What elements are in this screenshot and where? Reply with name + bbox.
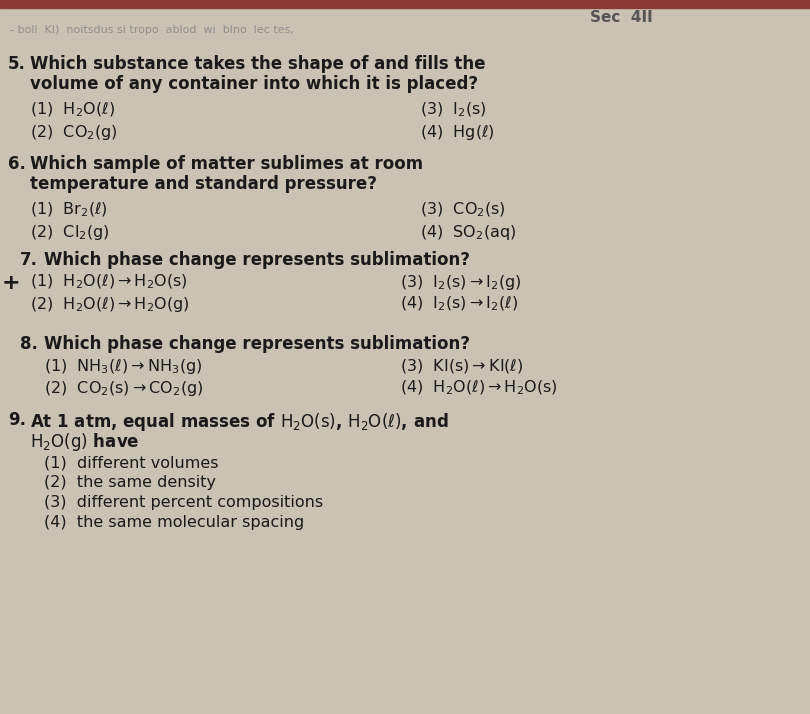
Text: 5.: 5. [8, 55, 26, 73]
Text: At 1 atm, equal masses of $\mathrm{H_2O(s)}$, $\mathrm{H_2O(\ell)}$, and: At 1 atm, equal masses of $\mathrm{H_2O(… [30, 411, 449, 433]
Text: (1)  $\mathrm{NH_3(\ell) \rightarrow NH_3(g)}$: (1) $\mathrm{NH_3(\ell) \rightarrow NH_3… [44, 357, 203, 376]
Text: temperature and standard pressure?: temperature and standard pressure? [30, 175, 377, 193]
Text: (4)  $\mathrm{I_2(s) \rightarrow I_2(\ell)}$: (4) $\mathrm{I_2(s) \rightarrow I_2(\ell… [400, 295, 518, 313]
Text: (2)  $\mathrm{H_2O(\ell) \rightarrow H_2O(g)}$: (2) $\mathrm{H_2O(\ell) \rightarrow H_2O… [30, 295, 190, 314]
Text: 9.: 9. [8, 411, 26, 429]
Text: (2)  $\mathrm{CO_2(s) \rightarrow CO_2(g)}$: (2) $\mathrm{CO_2(s) \rightarrow CO_2(g)… [44, 379, 203, 398]
Text: (4)  $\mathrm{SO_2(aq)}$: (4) $\mathrm{SO_2(aq)}$ [420, 223, 517, 242]
Text: (4)  $\mathrm{H_2O(\ell) \rightarrow H_2O(s)}$: (4) $\mathrm{H_2O(\ell) \rightarrow H_2O… [400, 379, 558, 398]
Text: (1)  $\mathrm{Br_2(\ell)}$: (1) $\mathrm{Br_2(\ell)}$ [30, 201, 108, 219]
Text: 8.: 8. [20, 335, 38, 353]
Text: +: + [2, 273, 20, 293]
Text: volume of any container into which it is placed?: volume of any container into which it is… [30, 75, 478, 93]
Text: (2)  $\mathrm{Cl_2(g)}$: (2) $\mathrm{Cl_2(g)}$ [30, 223, 109, 242]
Text: Sec  4II: Sec 4II [590, 10, 653, 25]
Text: (3)  different percent compositions: (3) different percent compositions [44, 495, 323, 510]
Text: (2)  $\mathrm{CO_2(g)}$: (2) $\mathrm{CO_2(g)}$ [30, 123, 117, 142]
Text: (3)  $\mathrm{I_2(s) \rightarrow I_2(g)}$: (3) $\mathrm{I_2(s) \rightarrow I_2(g)}$ [400, 273, 522, 292]
Text: (1)  $\mathrm{H_2O(\ell) \rightarrow H_2O(s)}$: (1) $\mathrm{H_2O(\ell) \rightarrow H_2O… [30, 273, 188, 291]
Text: (3)  $\mathrm{I_2(s)}$: (3) $\mathrm{I_2(s)}$ [420, 101, 487, 119]
Text: (1)  different volumes: (1) different volumes [44, 455, 219, 470]
Text: Which substance takes the shape of and fills the: Which substance takes the shape of and f… [30, 55, 485, 73]
Text: Which sample of matter sublimes at room: Which sample of matter sublimes at room [30, 155, 423, 173]
Text: (1)  $\mathrm{H_2O(\ell)}$: (1) $\mathrm{H_2O(\ell)}$ [30, 101, 115, 119]
Text: - boll  KI)  noitsdus si tropo  ablod  wi  blno  lec tes,: - boll KI) noitsdus si tropo ablod wi bl… [10, 25, 294, 35]
Text: (2)  the same density: (2) the same density [44, 475, 216, 490]
Text: Which phase change represents sublimation?: Which phase change represents sublimatio… [44, 251, 470, 269]
Text: Which phase change represents sublimation?: Which phase change represents sublimatio… [44, 335, 470, 353]
Text: $\mathrm{H_2O(g)}$ have: $\mathrm{H_2O(g)}$ have [30, 431, 139, 453]
Text: (4)  $\mathrm{Hg(\ell)}$: (4) $\mathrm{Hg(\ell)}$ [420, 123, 495, 142]
Text: (3)  $\mathrm{KI(s) \rightarrow KI(\ell)}$: (3) $\mathrm{KI(s) \rightarrow KI(\ell)}… [400, 357, 523, 375]
Text: 6.: 6. [8, 155, 26, 173]
Bar [0, 0, 810, 8]
Text: (4)  the same molecular spacing: (4) the same molecular spacing [44, 515, 305, 530]
Text: 7.: 7. [20, 251, 38, 269]
Text: (3)  $\mathrm{CO_2(s)}$: (3) $\mathrm{CO_2(s)}$ [420, 201, 505, 219]
